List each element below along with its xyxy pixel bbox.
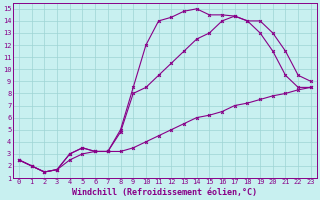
X-axis label: Windchill (Refroidissement éolien,°C): Windchill (Refroidissement éolien,°C): [72, 188, 258, 197]
